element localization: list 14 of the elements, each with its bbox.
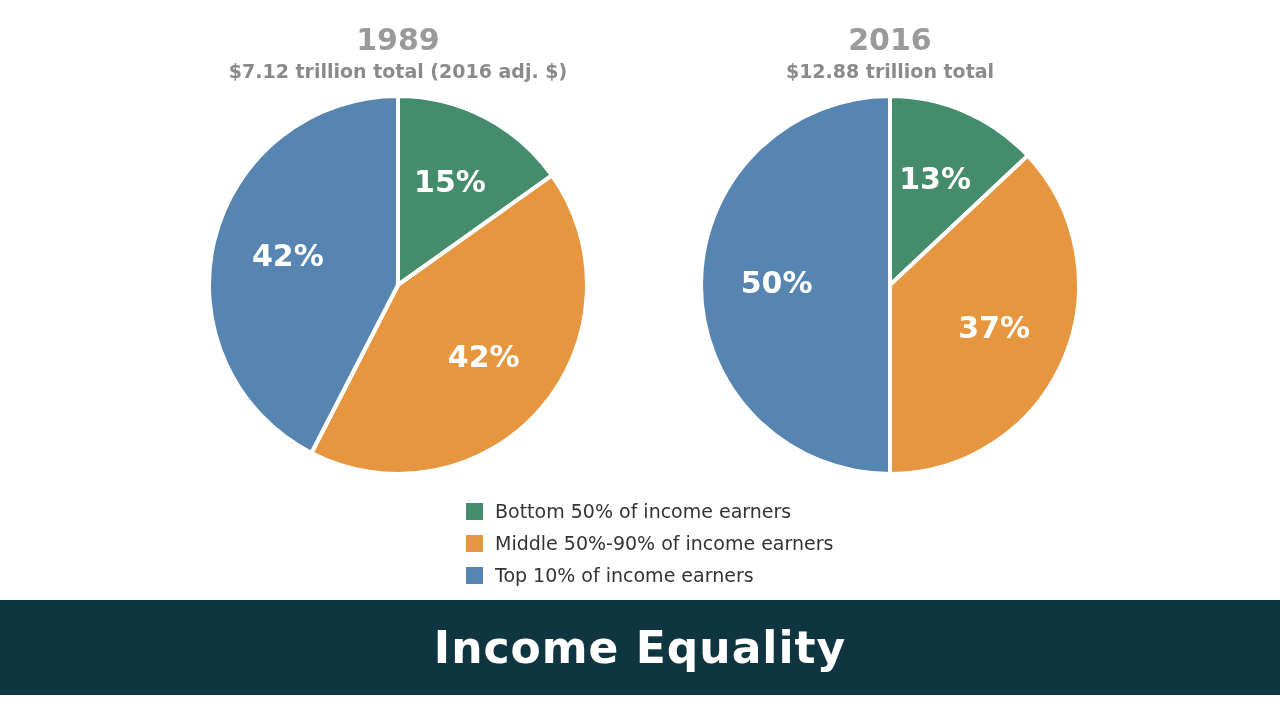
data-label: 15% — [414, 164, 486, 199]
data-label: 50% — [740, 264, 813, 300]
chart-title: 1989 — [355, 22, 441, 58]
legend-label: Bottom 50% of income earners — [495, 500, 792, 522]
data-label: 37% — [958, 309, 1030, 345]
chart-title: 2016 — [847, 22, 933, 58]
chart-subtitle: $12.88 trillion total — [784, 59, 996, 84]
data-label: 42% — [447, 339, 520, 375]
data-label: 13% — [899, 160, 971, 196]
data-label: 42% — [251, 238, 324, 274]
legend-label: Middle 50%-90% of income earners — [495, 532, 834, 554]
chart-subtitle: $7.12 trillion total (2016 adj. $) — [227, 59, 569, 84]
text: Income Equality — [0, 600, 1280, 695]
legend-label: Top 10% of income earners — [495, 564, 754, 586]
